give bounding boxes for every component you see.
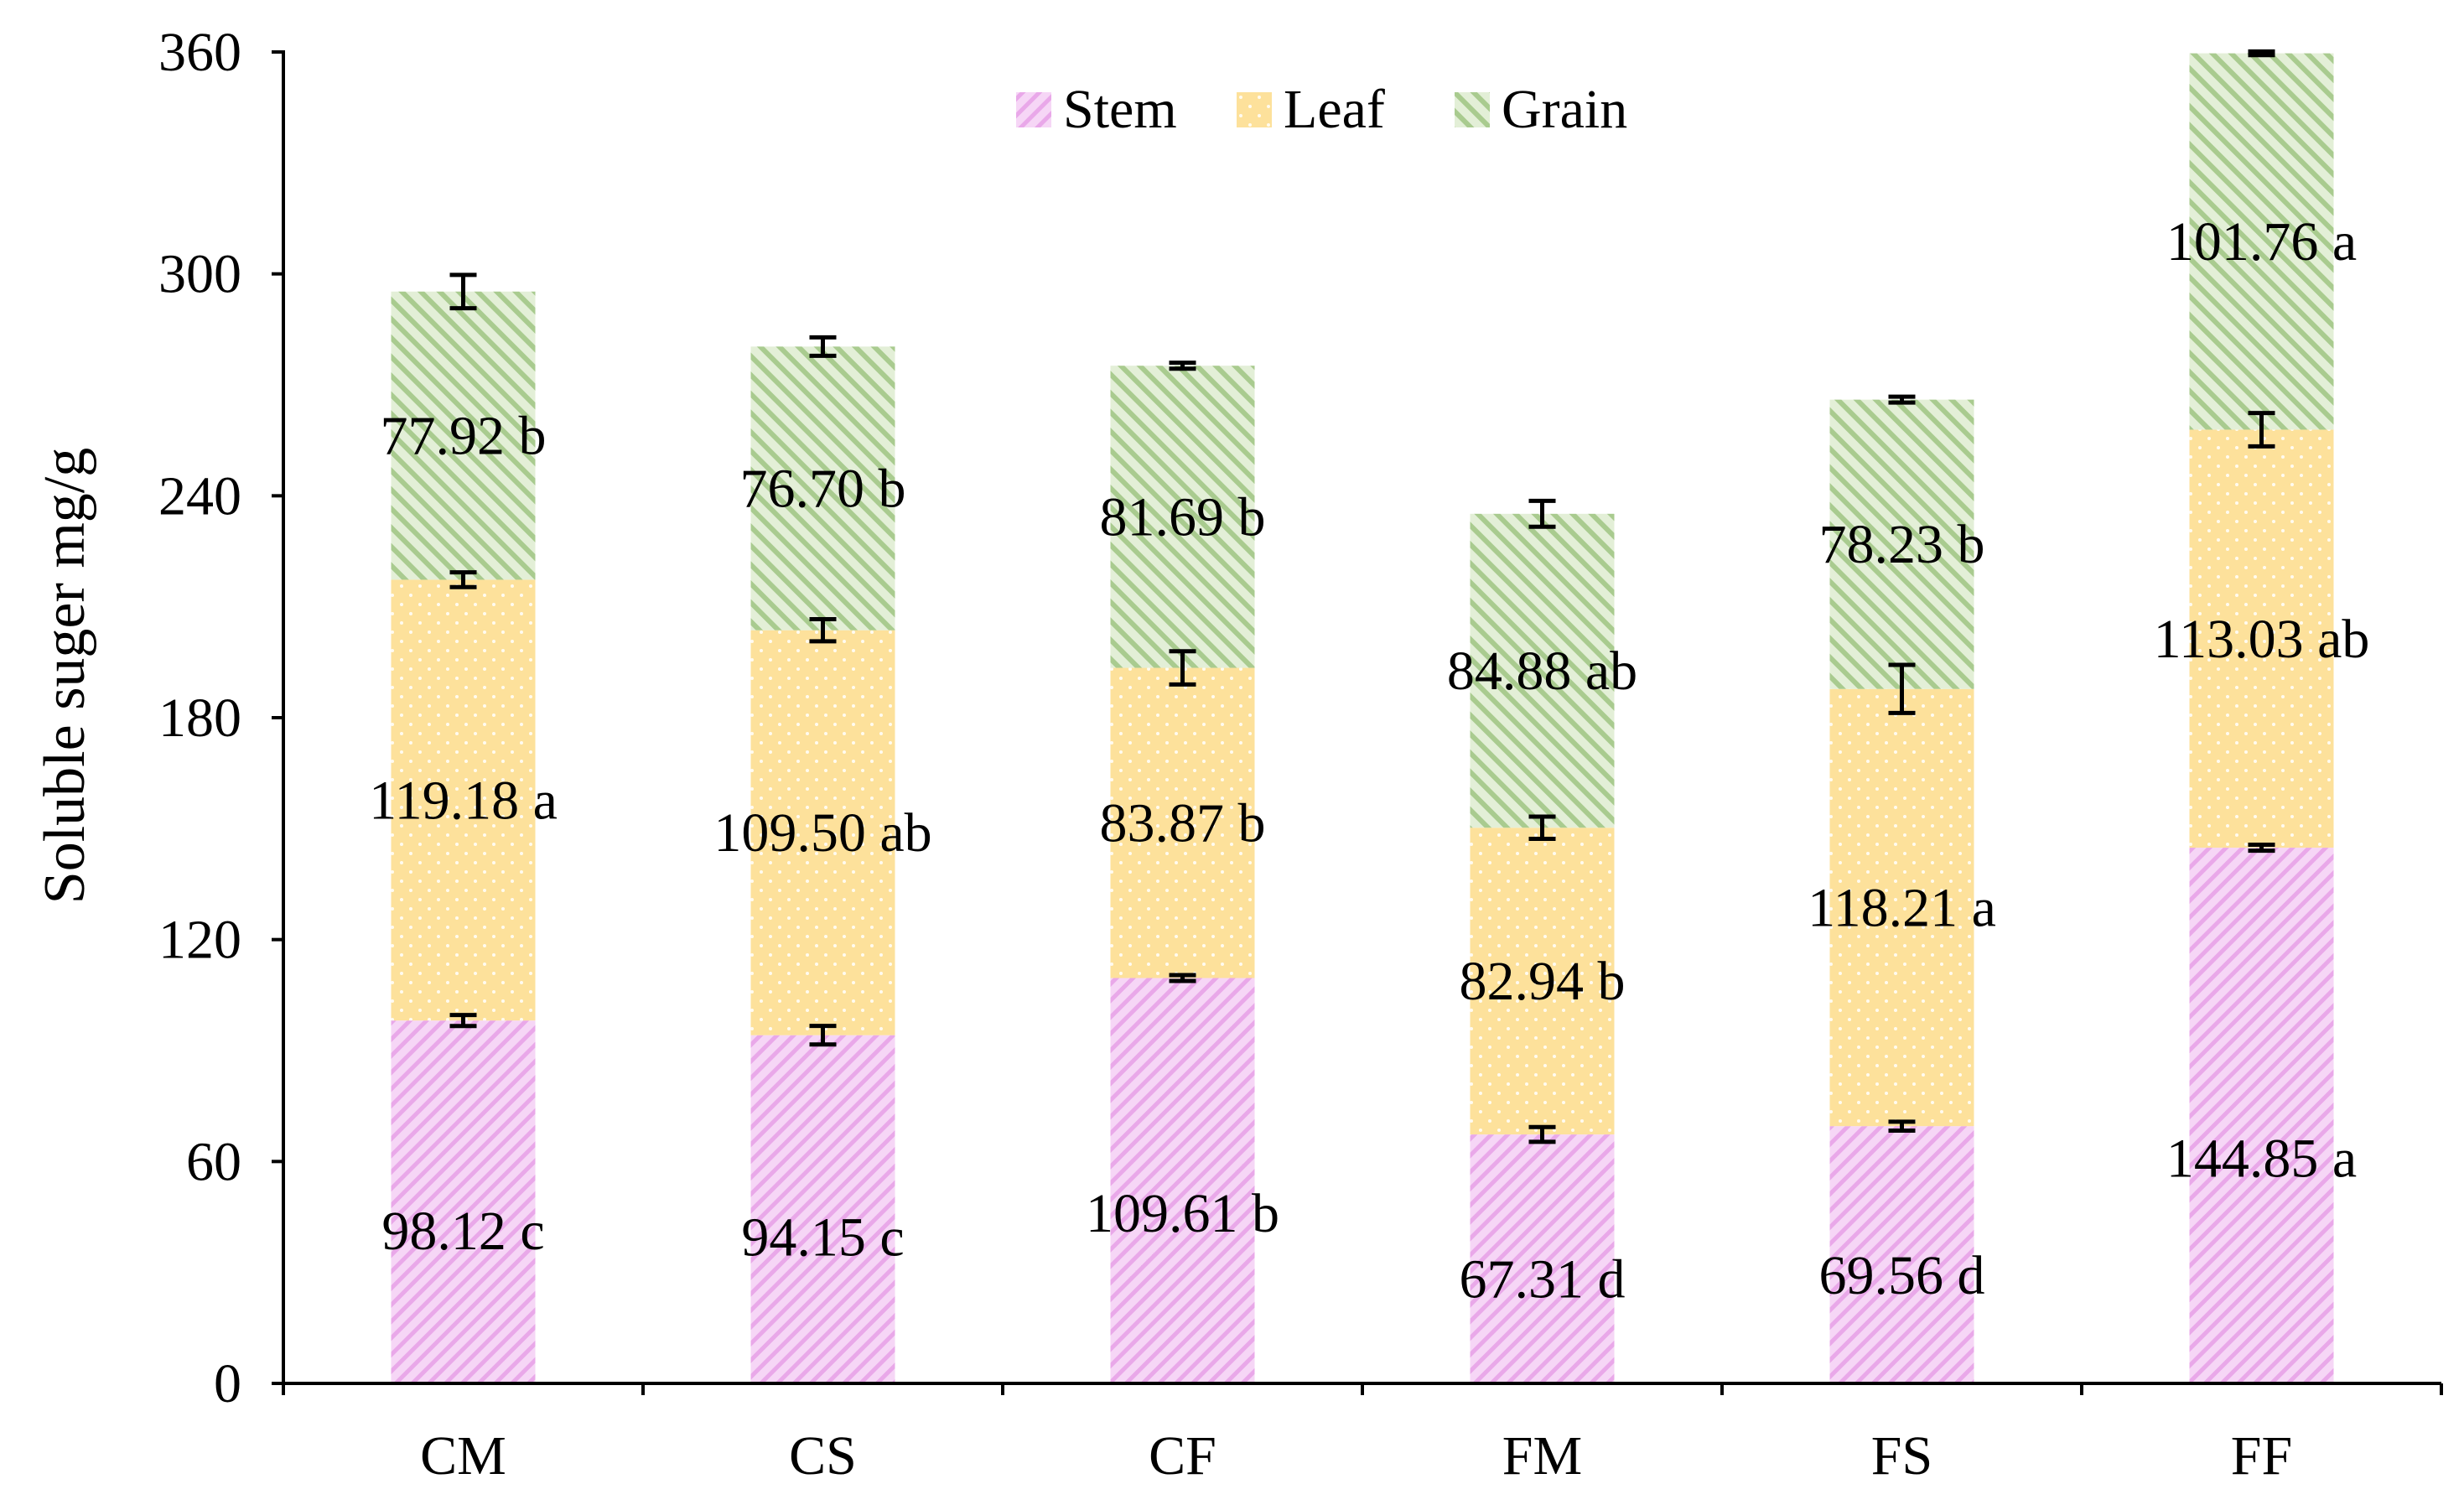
legend-swatch-stem — [1016, 92, 1051, 127]
error-bar-grain-cf — [1169, 361, 1196, 371]
bar-stem-cf — [1110, 978, 1255, 1383]
error-bar-grain-cm — [449, 272, 477, 311]
data-label-leaf-fm: 82.94 b — [1460, 951, 1626, 1012]
legend-label-leaf: Leaf — [1284, 79, 1385, 140]
y-tick-label-300: 300 — [158, 244, 241, 305]
data-label-grain-fm: 84.88 ab — [1447, 641, 1637, 702]
error-bar-leaf-ff — [2248, 411, 2275, 449]
error-bar-leaf-cs — [809, 616, 837, 644]
data-label-leaf-cf: 83.87 b — [1100, 793, 1266, 854]
bar-grain-fm — [1470, 513, 1615, 828]
y-tick-label-0: 0 — [214, 1353, 241, 1414]
bar-leaf-cm — [391, 579, 536, 1021]
y-axis-title: Soluble suger mg/g — [33, 448, 97, 904]
legend-item-grain: Grain — [1455, 79, 1627, 140]
bar-grain-cm — [391, 291, 536, 580]
bar-grain-cf — [1110, 366, 1255, 668]
bar-stem-fm — [1470, 1134, 1615, 1383]
data-label-grain-ff: 101.76 a — [2166, 211, 2357, 272]
legend-item-leaf: Leaf — [1237, 79, 1385, 140]
data-label-stem-fs: 69.56 d — [1819, 1245, 1985, 1306]
y-tick-label-60: 60 — [186, 1131, 241, 1192]
x-tick-label-cm: CM — [420, 1425, 506, 1487]
error-bar-grain-cs — [809, 335, 837, 358]
error-bar-grain-fm — [1528, 498, 1556, 529]
x-tick-label-cs: CS — [789, 1425, 857, 1487]
error-bar-leaf-cm — [449, 570, 477, 589]
error-bar-grain-fs — [1888, 394, 1916, 405]
error-bar-stem-cm — [449, 1013, 477, 1029]
error-bar-grain-ff — [2248, 49, 2275, 58]
x-tick-label-cf: CF — [1149, 1425, 1216, 1487]
data-label-stem-fm: 67.31 d — [1460, 1248, 1626, 1310]
bar-leaf-cs — [750, 630, 895, 1035]
y-tick-label-120: 120 — [158, 910, 241, 971]
data-label-grain-fs: 78.23 b — [1819, 514, 1985, 575]
error-bar-stem-cf — [1169, 973, 1196, 983]
x-tick-label-ff: FF — [2231, 1425, 2292, 1487]
data-label-leaf-fs: 118.21 a — [1808, 877, 1996, 938]
error-bar-stem-cs — [809, 1024, 837, 1047]
error-bar-leaf-cf — [1169, 649, 1196, 687]
data-label-leaf-cs: 109.50 ab — [713, 802, 931, 864]
legend-label-grain: Grain — [1502, 79, 1627, 140]
y-tick-label-360: 360 — [158, 22, 241, 83]
bar-leaf-fs — [1829, 688, 1974, 1127]
bar-leaf-ff — [2189, 429, 2334, 848]
bar-grain-cs — [750, 346, 895, 630]
legend-swatch-grain — [1455, 92, 1490, 127]
bar-grain-ff — [2189, 53, 2334, 430]
data-label-grain-cs: 76.70 b — [740, 459, 906, 520]
data-label-grain-cf: 81.69 b — [1100, 486, 1266, 547]
bar-leaf-fm — [1470, 828, 1615, 1135]
legend-label-stem: Stem — [1063, 79, 1177, 140]
bar-stem-ff — [2189, 848, 2334, 1383]
bar-stem-fs — [1829, 1126, 1974, 1383]
legend-item-stem: Stem — [1016, 79, 1177, 140]
data-label-leaf-ff: 113.03 ab — [2154, 609, 2370, 670]
data-label-stem-cf: 109.61 b — [1086, 1183, 1279, 1244]
legend-swatch-leaf — [1237, 92, 1272, 127]
x-tick-label-fm: FM — [1502, 1425, 1582, 1487]
bar-stem-cm — [391, 1020, 536, 1383]
data-label-stem-cs: 94.15 c — [741, 1207, 904, 1269]
data-label-grain-cm: 77.92 b — [381, 406, 547, 467]
data-label-leaf-cm: 119.18 a — [369, 770, 558, 831]
y-tick-label-240: 240 — [158, 465, 241, 527]
bar-stem-cs — [750, 1035, 895, 1383]
error-bar-stem-fm — [1528, 1124, 1556, 1144]
error-bar-leaf-fm — [1528, 814, 1556, 841]
x-tick-label-fs: FS — [1871, 1425, 1932, 1487]
error-bar-leaf-fs — [1888, 662, 1916, 715]
bar-grain-fs — [1829, 399, 1974, 689]
data-label-stem-cm: 98.12 c — [381, 1201, 544, 1262]
error-bar-stem-ff — [2248, 843, 2275, 854]
y-tick-label-180: 180 — [158, 688, 241, 749]
error-bar-stem-fs — [1888, 1119, 1916, 1133]
data-label-stem-ff: 144.85 a — [2166, 1129, 2357, 1190]
bar-leaf-cf — [1110, 667, 1255, 978]
